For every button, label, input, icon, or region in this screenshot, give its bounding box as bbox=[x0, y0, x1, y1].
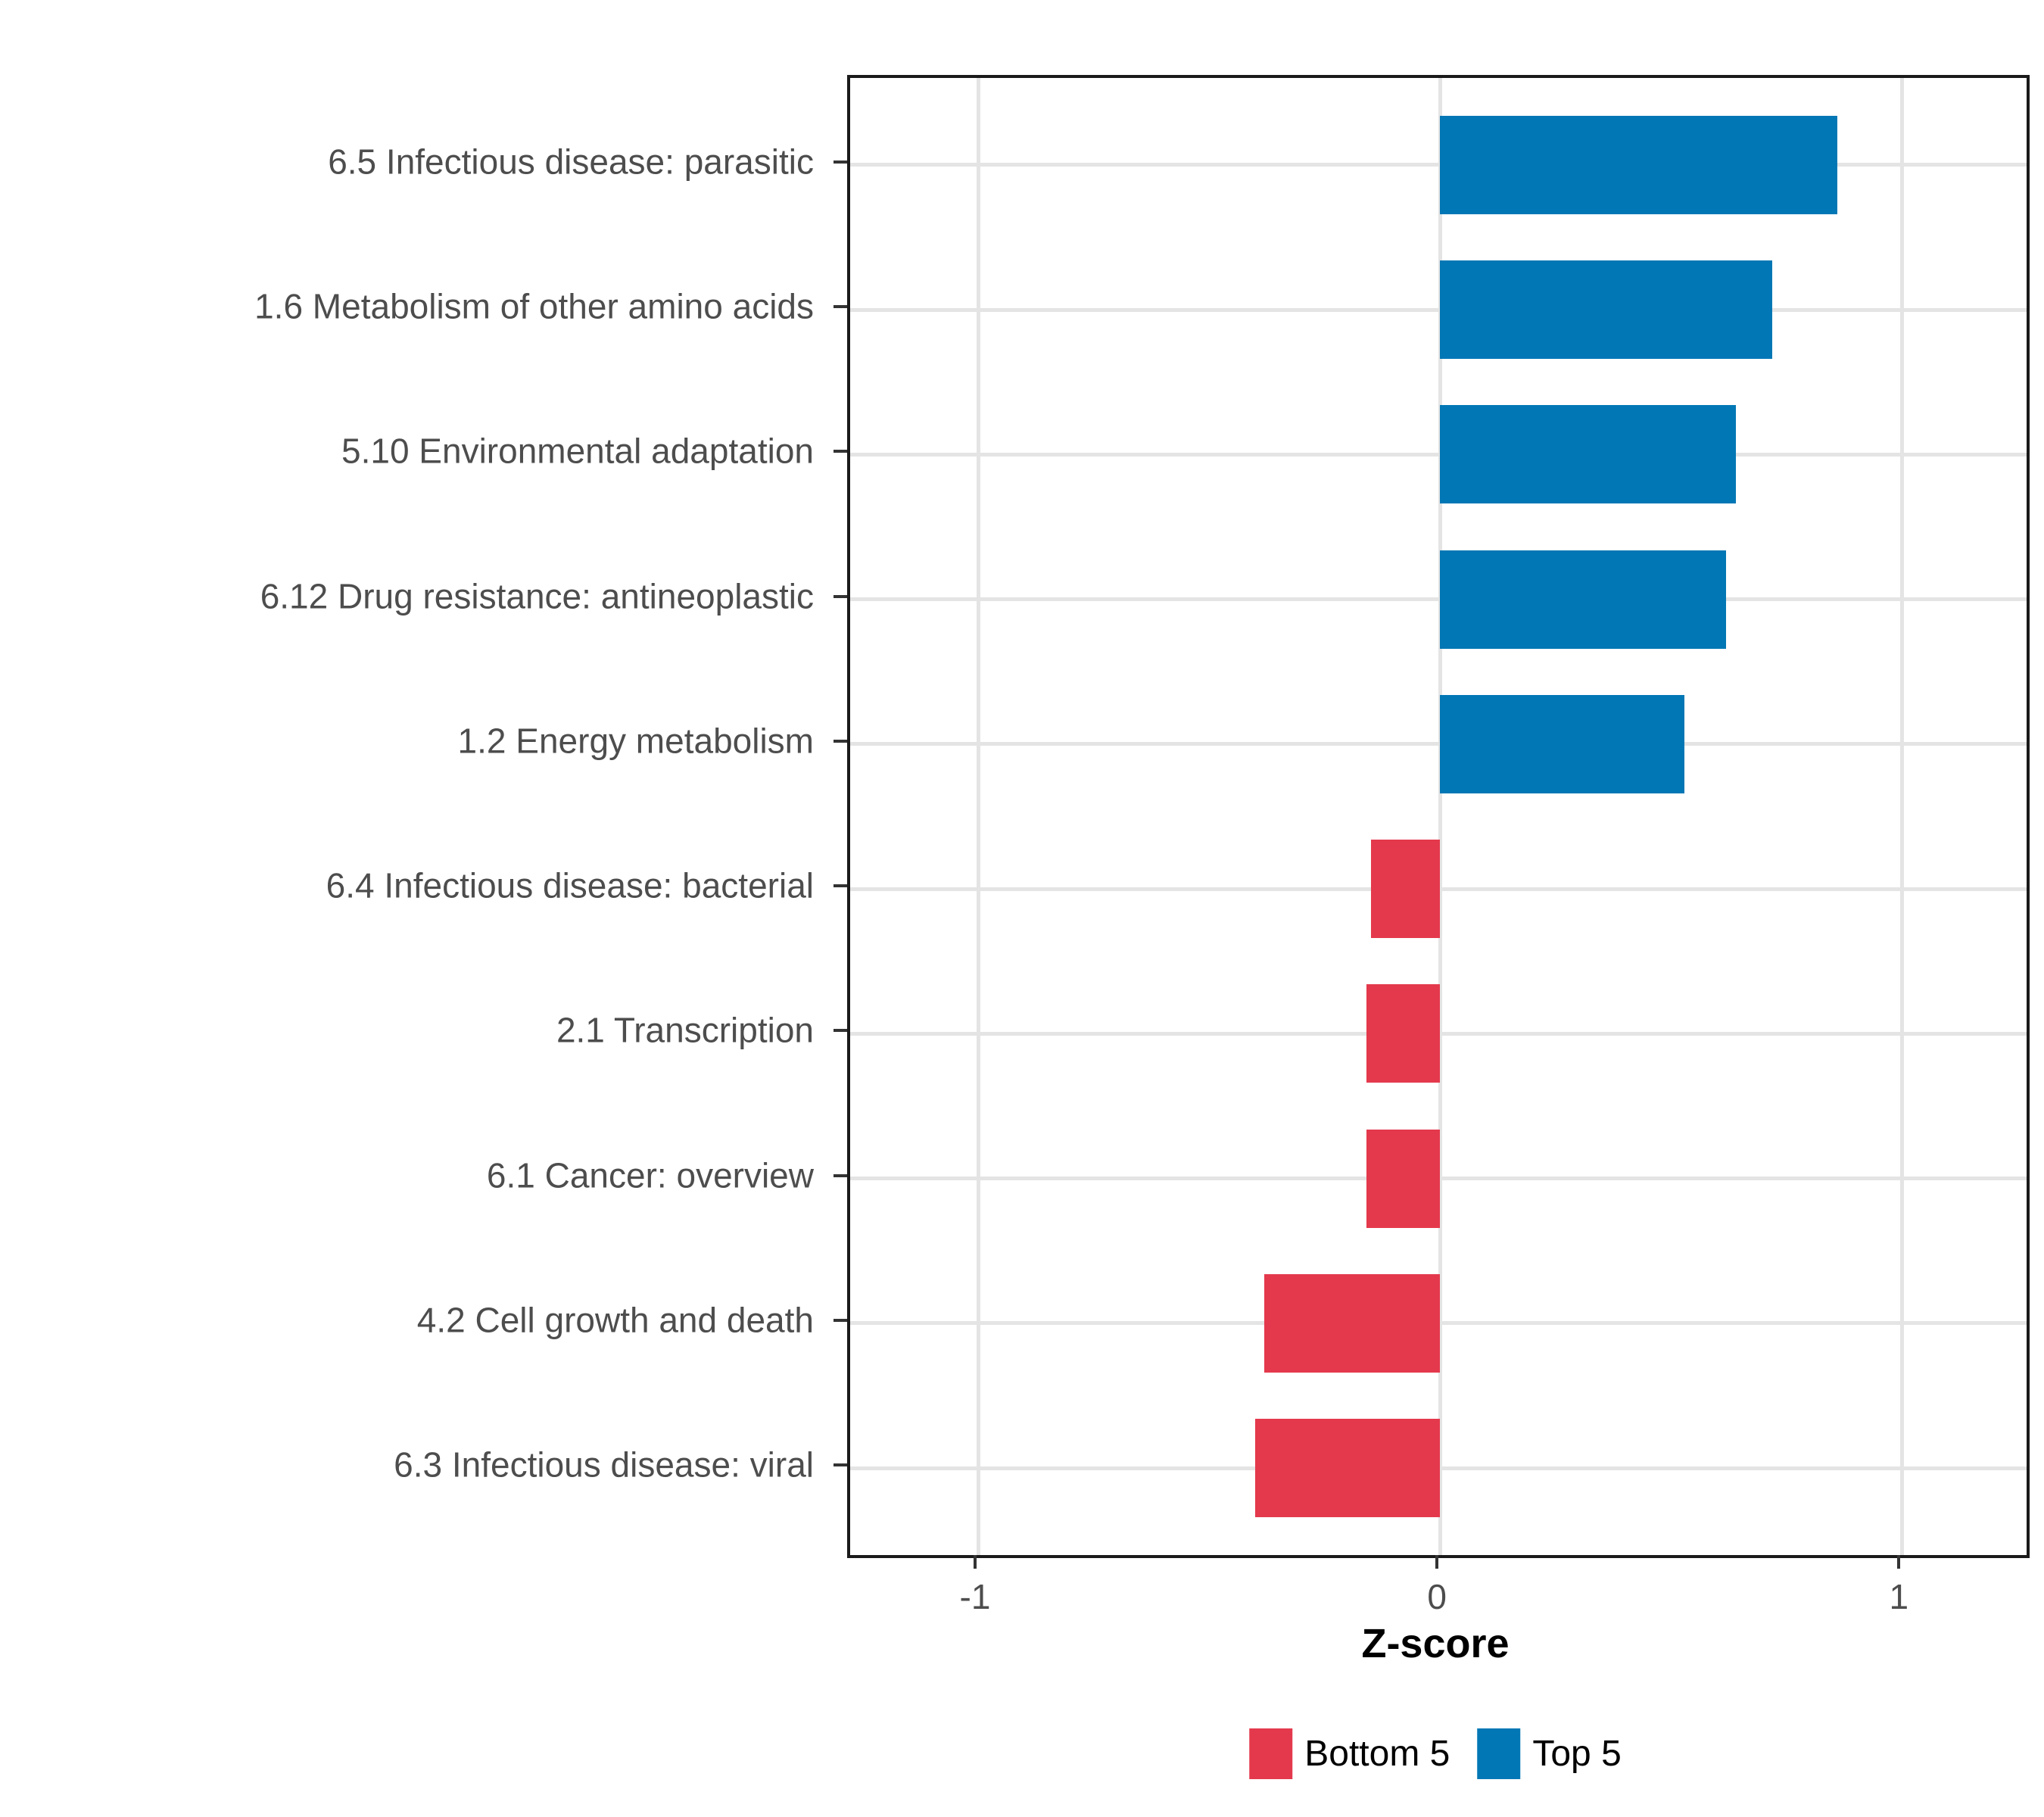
bar-6-5-infectious-disease-parasitic bbox=[1440, 115, 1837, 214]
y-axis-label: 6.3 Infectious disease: viral bbox=[394, 1445, 814, 1485]
x-tick-label: 0 bbox=[1427, 1577, 1447, 1616]
y-axis-label: 1.2 Energy metabolism bbox=[457, 721, 814, 761]
y-axis-label: 6.1 Cancer: overview bbox=[486, 1155, 814, 1195]
gridline-horizontal bbox=[850, 163, 2027, 167]
legend-label: Top 5 bbox=[1532, 1734, 1622, 1774]
y-tick bbox=[833, 450, 847, 453]
legend-item-top-5: Top 5 bbox=[1477, 1728, 1622, 1779]
gridline-vertical bbox=[1899, 78, 1904, 1555]
x-tick-label: -1 bbox=[959, 1577, 991, 1616]
y-axis-label: 1.6 Metabolism of other amino acids bbox=[254, 286, 814, 326]
gridline-vertical bbox=[976, 78, 980, 1555]
y-axis-label: 4.2 Cell growth and death bbox=[416, 1300, 814, 1340]
gridline-vertical bbox=[1438, 78, 1442, 1555]
bar-1-2-energy-metabolism bbox=[1440, 694, 1685, 793]
bar-6-12-drug-resistance-antineoplastic bbox=[1440, 550, 1727, 649]
y-tick bbox=[833, 1463, 847, 1467]
gridline-horizontal bbox=[850, 742, 2027, 746]
plot-panel bbox=[847, 75, 2030, 1558]
bar-5-10-environmental-adaptation bbox=[1440, 405, 1736, 504]
y-axis-label: 2.1 Transcription bbox=[556, 1011, 814, 1051]
y-tick bbox=[833, 739, 847, 743]
legend: Bottom 5 Top 5 bbox=[1249, 1728, 1622, 1779]
gridline-horizontal bbox=[850, 452, 2027, 457]
y-tick bbox=[833, 884, 847, 888]
bar-6-1-cancer-overview bbox=[1366, 1129, 1441, 1228]
y-tick bbox=[833, 160, 847, 164]
x-tick bbox=[1897, 1555, 1901, 1569]
legend-item-bottom-5: Bottom 5 bbox=[1249, 1728, 1450, 1779]
bar-4-2-cell-growth-and-death bbox=[1264, 1273, 1441, 1373]
y-tick bbox=[833, 1318, 847, 1322]
bar-2-1-transcription bbox=[1366, 984, 1441, 1083]
y-tick bbox=[833, 305, 847, 309]
legend-label: Bottom 5 bbox=[1304, 1734, 1450, 1774]
y-axis-label: 6.12 Drug resistance: antineoplastic bbox=[260, 576, 814, 616]
legend-swatch bbox=[1477, 1728, 1521, 1779]
x-tick bbox=[974, 1555, 977, 1569]
y-tick bbox=[833, 1173, 847, 1177]
y-axis-label: 6.5 Infectious disease: parasitic bbox=[328, 142, 814, 182]
y-tick bbox=[833, 1029, 847, 1033]
gridline-horizontal bbox=[850, 597, 2027, 602]
x-tick-label: 1 bbox=[1889, 1577, 1909, 1616]
bar-1-6-metabolism-of-other-amino-acids bbox=[1440, 260, 1773, 360]
bar-6-3-infectious-disease-viral bbox=[1255, 1419, 1441, 1518]
gridline-horizontal bbox=[850, 307, 2027, 312]
x-axis-title: Z-score bbox=[1361, 1621, 1510, 1666]
y-axis-label: 6.4 Infectious disease: bacterial bbox=[326, 865, 814, 905]
x-tick bbox=[1435, 1555, 1439, 1569]
y-tick bbox=[833, 594, 847, 598]
y-axis-label: 5.10 Environmental adaptation bbox=[341, 432, 814, 472]
bar-6-4-infectious-disease-bacterial bbox=[1370, 840, 1441, 939]
legend-swatch bbox=[1249, 1728, 1293, 1779]
